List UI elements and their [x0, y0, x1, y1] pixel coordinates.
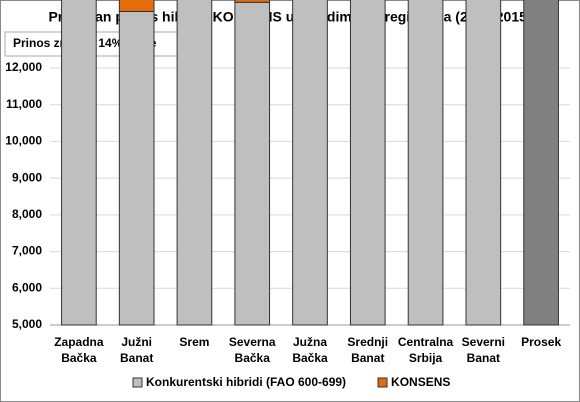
- x-tick-label: Severni Banat: [462, 335, 505, 365]
- x-tick-label: Prosek: [521, 335, 561, 349]
- y-tick-label: 12,000: [5, 60, 42, 74]
- bar-segment: [234, 0, 271, 3]
- bar-segment: [176, 0, 213, 326]
- x-tick-label: Zapadna Bačka: [54, 335, 104, 365]
- y-tick-label: 5,000: [12, 317, 42, 331]
- bar-segment: [349, 0, 386, 326]
- x-tick-label: Centralna Srbija: [398, 335, 454, 365]
- legend-swatch: [132, 377, 143, 388]
- legend-label: Konkurentski hibridi (FAO 600-699): [146, 375, 346, 389]
- x-tick-label: Južni Banat: [120, 335, 153, 365]
- bar-segment: [523, 0, 559, 326]
- y-tick-label: 7,000: [12, 244, 42, 258]
- bar-segment: [234, 1, 271, 326]
- bar-segment: [407, 0, 444, 326]
- legend-label: KONSENS: [391, 375, 450, 389]
- y-tick-label: 6,000: [12, 280, 42, 294]
- bar-segment: [465, 0, 502, 326]
- x-tick-label: Južna Bačka: [292, 335, 328, 365]
- bar-segment: [61, 0, 97, 326]
- legend-swatch: [377, 377, 388, 388]
- y-tick-label: 11,000: [6, 97, 42, 111]
- x-tick-label: Srednji Banat: [347, 335, 388, 365]
- bar-segment: [118, 0, 155, 12]
- bar-segment: [118, 10, 155, 326]
- y-tick-label: 8,000: [12, 207, 42, 221]
- bar-segment: [292, 0, 328, 326]
- x-tick-label: Srem: [179, 335, 209, 349]
- x-tick-label: Severna Bačka: [229, 335, 276, 365]
- data-label: 374: [244, 0, 261, 1]
- y-tick-label: 10,000: [5, 134, 42, 148]
- y-tick-label: 9,000: [12, 170, 42, 184]
